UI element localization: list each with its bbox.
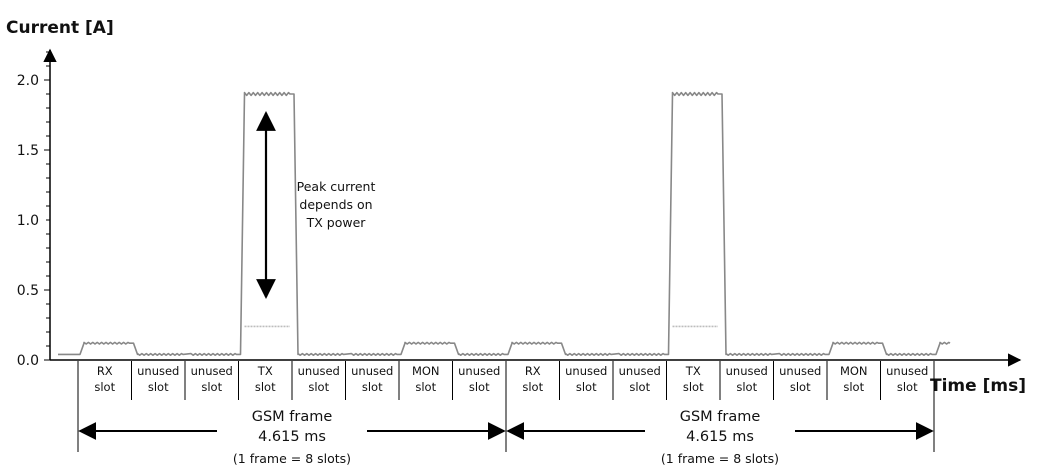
slot-label-line1: unused — [886, 364, 928, 378]
y-tick-label: 0.5 — [17, 283, 39, 299]
slot-label-line2: slot — [843, 380, 864, 394]
frame-note: (1 frame = 8 slots) — [661, 451, 779, 466]
frame-duration: 4.615 ms — [258, 429, 326, 445]
frame-title: GSM frame — [252, 409, 333, 425]
peak-annotation-line3: TX power — [306, 215, 367, 230]
slot-label-line2: slot — [469, 380, 490, 394]
slot-label-line2: slot — [362, 380, 383, 394]
slot-label-line2: slot — [790, 380, 811, 394]
slot-label-line2: slot — [415, 380, 436, 394]
y-tick-label: 2.0 — [17, 73, 39, 89]
slot-label-line2: slot — [94, 380, 115, 394]
slot-label-line2: slot — [522, 380, 543, 394]
peak-annotation-line1: Peak current — [297, 179, 376, 194]
slot-label-line1: unused — [298, 364, 340, 378]
slot-label-line2: slot — [148, 380, 169, 394]
slot-label-line2: slot — [308, 380, 329, 394]
y-tick-label: 0.0 — [17, 353, 39, 369]
slot-label-line1: unused — [458, 364, 500, 378]
slot-label-line2: slot — [629, 380, 650, 394]
slot-label-line1: unused — [137, 364, 179, 378]
slot-label-line1: RX — [97, 364, 113, 378]
frame-labels: GSM frame 4.615 ms (1 frame = 8 slots) GSM … — [78, 409, 934, 466]
peak-annotation-line2: depends on — [299, 197, 372, 212]
x-axis-title: Time [ms] — [930, 376, 1026, 396]
slot-label-line1: unused — [351, 364, 393, 378]
slot-label-line1: unused — [191, 364, 233, 378]
slot-label-line1: MON — [412, 364, 440, 378]
slot-label-line2: slot — [683, 380, 704, 394]
y-axis-title: Current [A] — [6, 18, 114, 38]
current-waveform — [58, 91, 951, 357]
slot-label-line1: TX — [257, 364, 273, 378]
slot-label-line1: TX — [685, 364, 701, 378]
y-tick-label: 1.0 — [17, 213, 39, 229]
slot-label-line2: slot — [897, 380, 918, 394]
slot-label-line1: unused — [619, 364, 661, 378]
slot-labels: RX slot unused slot unused slot TX slot unused sl… — [77, 361, 935, 452]
slot-label-line1: unused — [565, 364, 607, 378]
frame-duration: 4.615 ms — [686, 429, 754, 445]
current-trace-high-power — [58, 91, 951, 357]
slot-label-line2: slot — [255, 380, 276, 394]
slot-label-line1: RX — [525, 364, 541, 378]
slot-label-line2: slot — [201, 380, 222, 394]
slot-label-line1: MON — [840, 364, 868, 378]
slot-label-line2: slot — [576, 380, 597, 394]
frame-title: GSM frame — [680, 409, 761, 425]
frame-note: (1 frame = 8 slots) — [233, 451, 351, 466]
slot-label-line2: slot — [736, 380, 757, 394]
slot-label-line1: unused — [779, 364, 821, 378]
y-tick-label: 1.5 — [17, 143, 39, 159]
slot-label-line1: unused — [726, 364, 768, 378]
y-ticks: 0.0 0.5 1.0 1.5 2.0 — [17, 51, 50, 369]
